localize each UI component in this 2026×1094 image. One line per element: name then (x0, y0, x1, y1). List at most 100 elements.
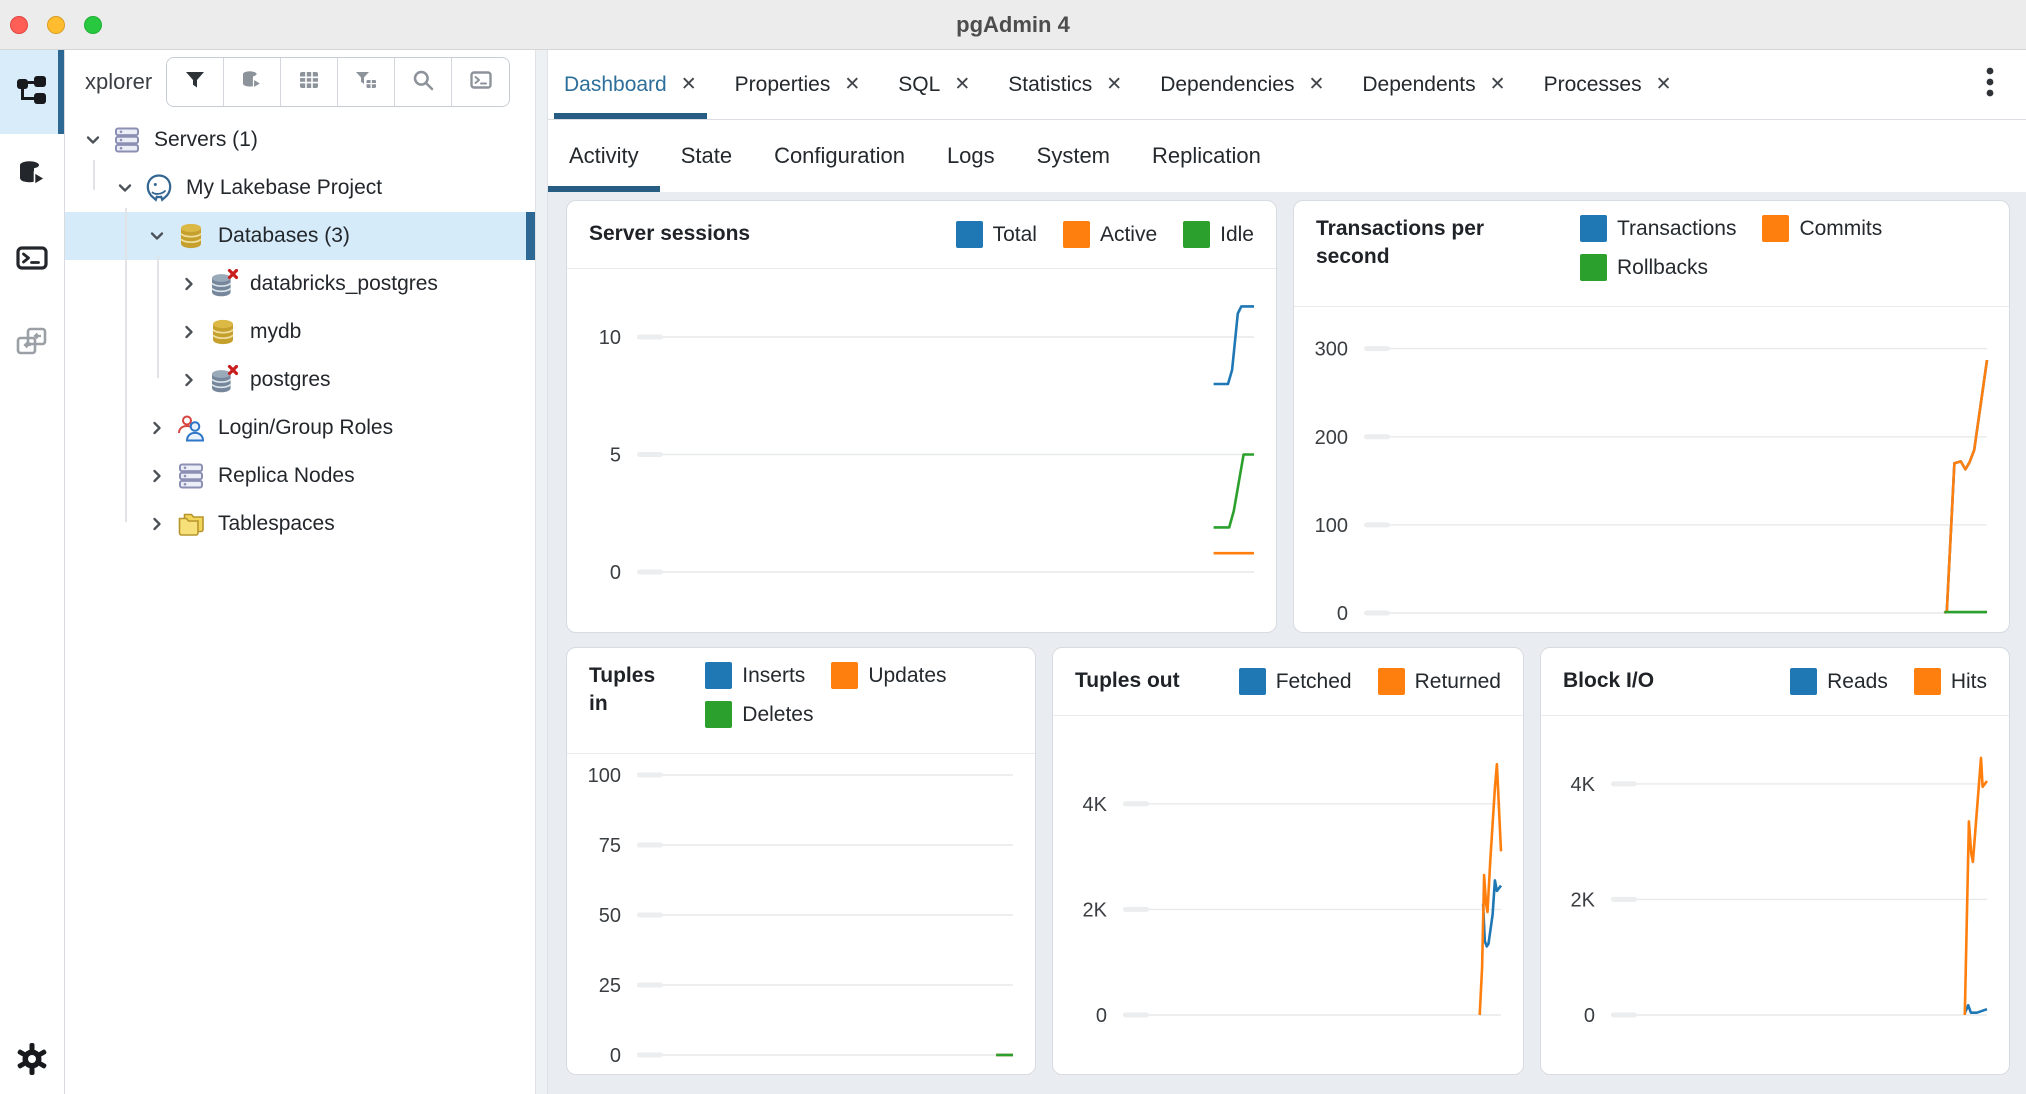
legend-item-deletes[interactable]: Deletes (705, 701, 813, 728)
svg-text:50: 50 (599, 905, 621, 927)
tree-item-databricks-postgres[interactable]: databricks_postgres (65, 260, 535, 308)
minimize-window-button[interactable] (47, 16, 65, 34)
tab-processes[interactable]: Processes ✕ (1534, 50, 1682, 119)
legend-item-returned[interactable]: Returned (1377, 668, 1501, 695)
svg-text:0: 0 (610, 562, 621, 584)
chart-title: Transactions per second (1316, 217, 1485, 269)
close-tab-icon[interactable]: ✕ (954, 74, 971, 95)
tab-dependencies[interactable]: Dependencies ✕ (1150, 50, 1334, 119)
tree-item-servers-1[interactable]: Servers (1) (65, 116, 535, 164)
sidebar-item-schema-diff[interactable] (0, 302, 64, 386)
close-tab-icon[interactable]: ✕ (1655, 74, 1672, 95)
chevron-down-icon[interactable] (146, 225, 168, 247)
chevron-right-icon[interactable] (146, 465, 168, 487)
chevron-right-icon[interactable] (146, 417, 168, 439)
legend-swatch-icon (1913, 668, 1941, 695)
filter-button[interactable] (167, 58, 225, 106)
close-window-button[interactable] (10, 16, 28, 34)
chevron-right-icon[interactable] (146, 513, 168, 535)
legend-item-commits[interactable]: Commits (1762, 215, 1882, 242)
chevron-down-icon[interactable] (114, 177, 136, 199)
legend-item-total[interactable]: Total (955, 221, 1037, 248)
tree-item-label: mydb (250, 320, 302, 343)
tree-item-label: Replica Nodes (218, 464, 355, 487)
psql-terminal-icon (15, 241, 49, 280)
legend-item-hits[interactable]: Hits (1913, 668, 1987, 695)
settings-button[interactable] (0, 1041, 64, 1082)
window-title: pgAdmin 4 (956, 11, 1070, 37)
tab-label: Processes (1543, 72, 1642, 96)
table-button[interactable] (281, 58, 339, 106)
sidebar-item-query-tool[interactable] (0, 134, 64, 218)
subtab-state[interactable]: State (660, 120, 753, 192)
close-tab-icon[interactable]: ✕ (844, 74, 861, 95)
chevron-right-icon[interactable] (178, 321, 200, 343)
database-icon (176, 221, 206, 251)
sidebar-item-psql-tool[interactable] (0, 218, 64, 302)
tab-overflow-menu-button[interactable] (1970, 65, 2010, 105)
legend-label: Deletes (742, 702, 814, 726)
legend-item-transactions[interactable]: Transactions (1580, 215, 1736, 242)
search-icon (411, 68, 435, 97)
svg-text:100: 100 (1315, 515, 1348, 537)
tree-item-mydb[interactable]: mydb (65, 308, 535, 356)
tree-item-postgres[interactable]: postgres (65, 356, 535, 404)
close-tab-icon[interactable]: ✕ (680, 74, 697, 95)
filter-data-button[interactable] (338, 58, 396, 106)
server-stack-icon (176, 461, 206, 491)
tree-item-my-lakebase-project[interactable]: My Lakebase Project (65, 164, 535, 212)
legend-item-active[interactable]: Active (1062, 221, 1157, 248)
tab-statistics[interactable]: Statistics ✕ (998, 50, 1132, 119)
chart-title: Tuples in (589, 664, 656, 716)
subtab-configuration[interactable]: Configuration (753, 120, 926, 192)
close-tab-icon[interactable]: ✕ (1106, 74, 1123, 95)
tab-dashboard[interactable]: Dashboard ✕ (554, 50, 707, 119)
subtab-label: State (680, 143, 733, 168)
subtab-logs[interactable]: Logs (926, 120, 1016, 192)
legend-item-rollbacks[interactable]: Rollbacks (1580, 254, 1708, 281)
psql-button[interactable] (452, 58, 510, 106)
legend-label: Rollbacks (1617, 255, 1709, 279)
legend-item-reads[interactable]: Reads (1790, 668, 1888, 695)
tree-item-tablespaces[interactable]: Tablespaces (65, 500, 535, 548)
legend-item-updates[interactable]: Updates (831, 662, 947, 689)
legend-item-inserts[interactable]: Inserts (705, 662, 805, 689)
kebab-menu-icon (1985, 66, 1995, 103)
legend-item-idle[interactable]: Idle (1183, 221, 1254, 248)
card-header: Tuples out Fetched Returned (1053, 648, 1523, 716)
zoom-window-button[interactable] (84, 16, 102, 34)
dashboard-content: Server sessions Total Active Idle 0 5 10 Tra… (548, 192, 2026, 1094)
view-data-button[interactable] (224, 58, 282, 106)
svg-text:2K: 2K (1571, 889, 1596, 911)
tree-indent-guide (157, 256, 159, 378)
tab-dependents[interactable]: Dependents ✕ (1352, 50, 1515, 119)
chevron-right-icon[interactable] (178, 273, 200, 295)
tree-item-replica-nodes[interactable]: Replica Nodes (65, 452, 535, 500)
legend-swatch-icon (1762, 215, 1790, 242)
chart-legend: Reads Hits (1790, 668, 1987, 695)
tab-sql[interactable]: SQL ✕ (888, 50, 980, 119)
legend-label: Transactions (1617, 216, 1737, 240)
sidebar-item-object-explorer[interactable] (0, 50, 64, 134)
legend-item-fetched[interactable]: Fetched (1238, 668, 1352, 695)
panel-divider[interactable] (535, 50, 548, 1094)
transactions-per-second-chart: 0 100 200 300 (1315, 339, 1989, 625)
explorer-button-group (166, 57, 511, 107)
chevron-right-icon[interactable] (178, 369, 200, 391)
subtab-system[interactable]: System (1016, 120, 1131, 192)
close-tab-icon[interactable]: ✕ (1489, 74, 1506, 95)
subtab-label: Configuration (774, 143, 905, 168)
filter-icon (183, 68, 207, 97)
tab-properties[interactable]: Properties ✕ (725, 50, 871, 119)
filter-table-icon (354, 68, 378, 97)
search-button[interactable] (395, 58, 453, 106)
query-tool-database-icon (15, 157, 49, 196)
close-tab-icon[interactable]: ✕ (1308, 74, 1325, 95)
tree-item-databases-3[interactable]: Databases (3) (65, 212, 535, 260)
svg-text:0: 0 (1584, 1005, 1595, 1027)
legend-swatch-icon (1062, 221, 1090, 248)
chevron-down-icon[interactable] (82, 129, 104, 151)
tree-item-login-group-roles[interactable]: Login/Group Roles (65, 404, 535, 452)
subtab-replication[interactable]: Replication (1131, 120, 1282, 192)
subtab-activity[interactable]: Activity (548, 120, 660, 192)
